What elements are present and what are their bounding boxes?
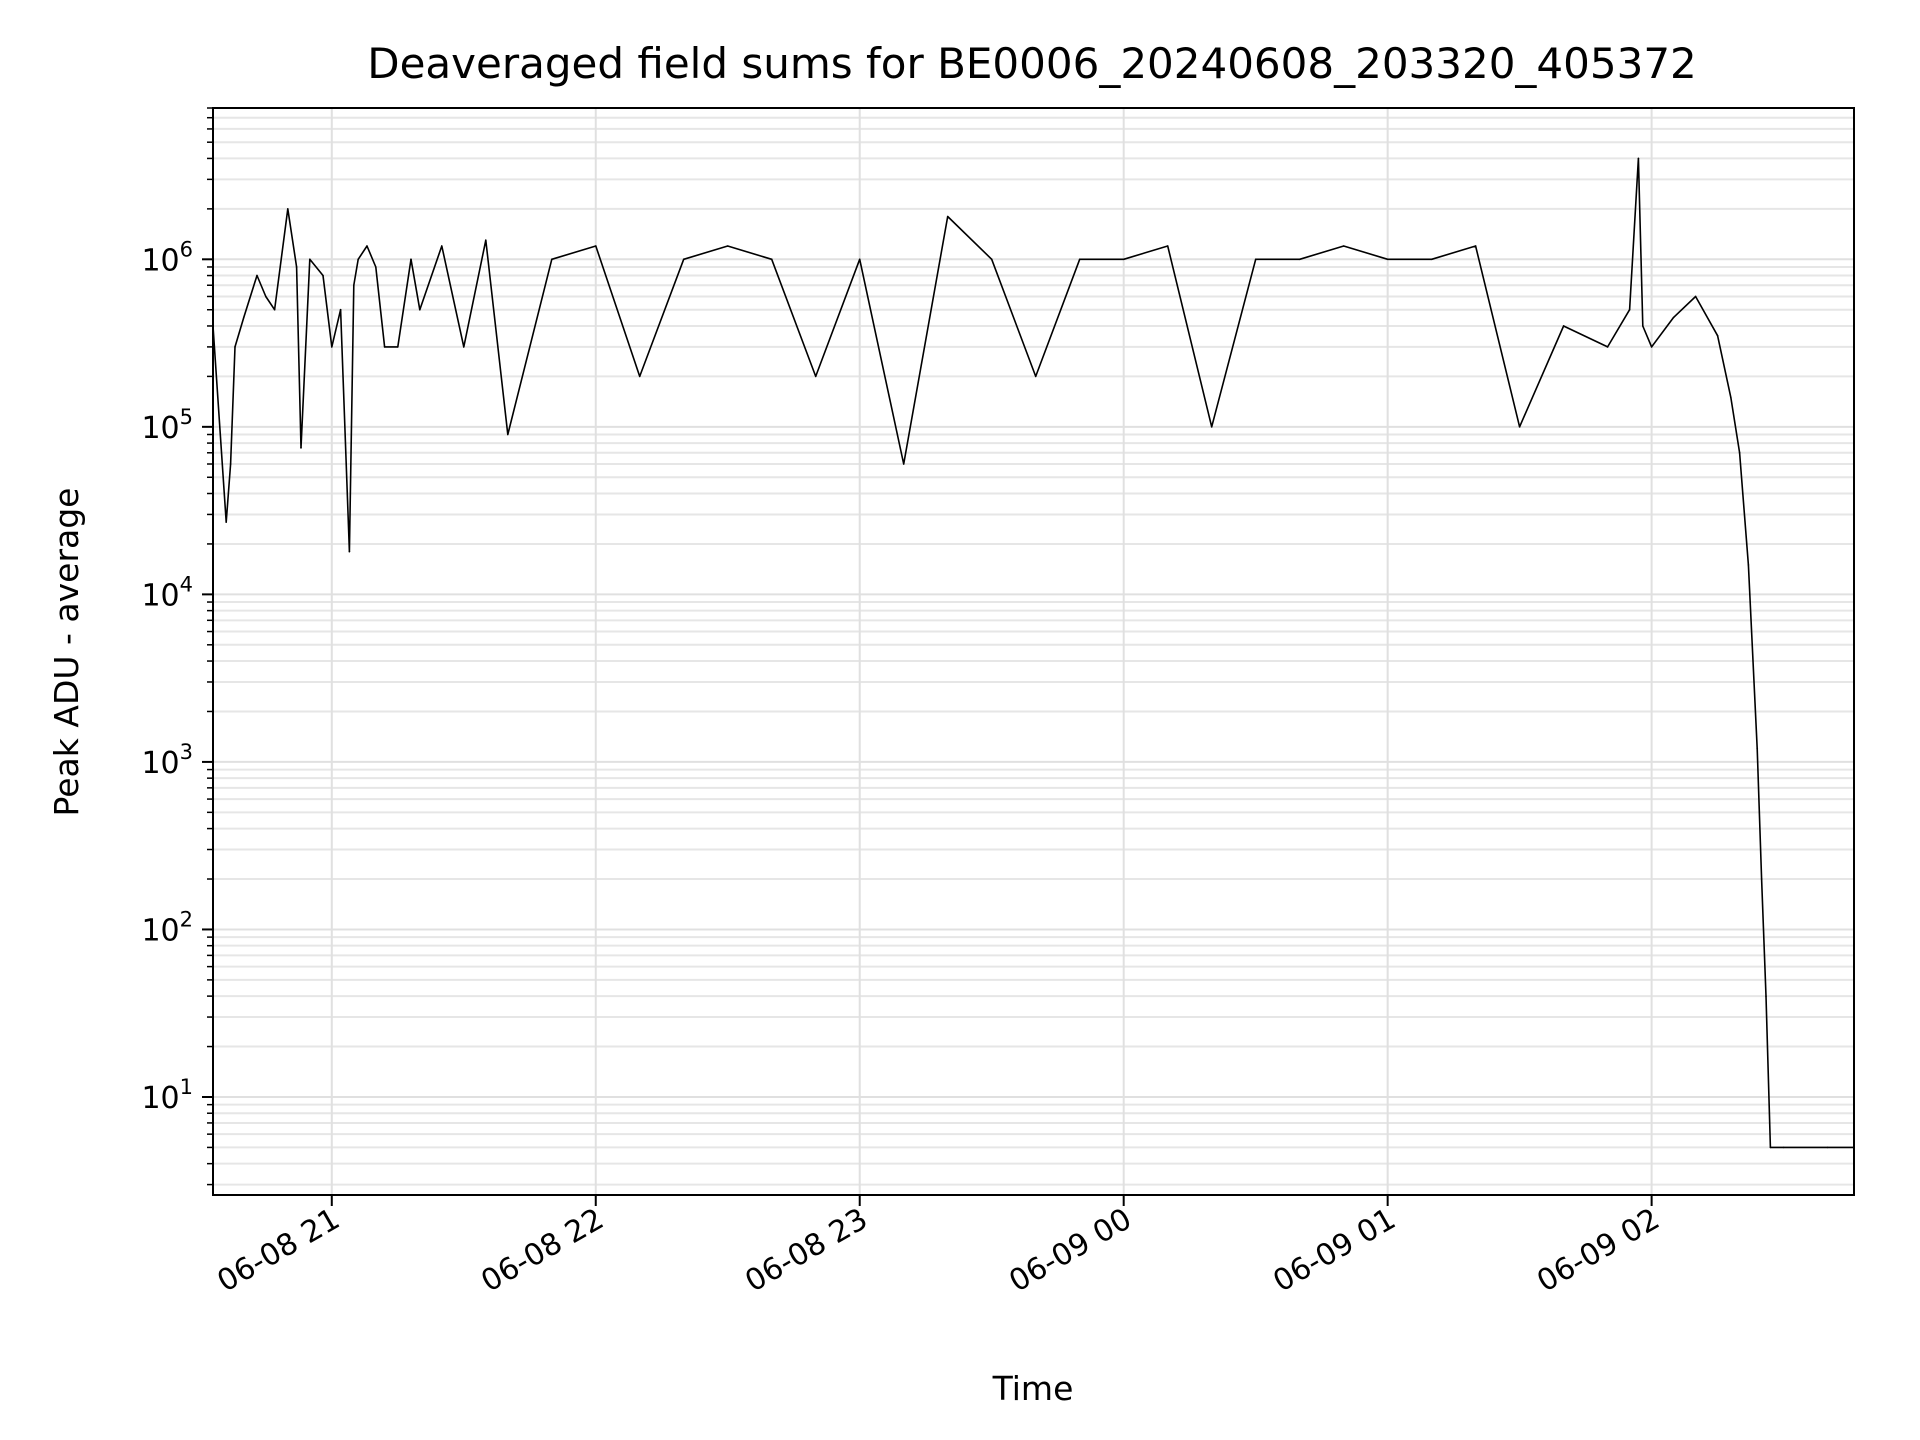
series-line bbox=[212, 157, 1854, 1149]
data-point bbox=[264, 295, 267, 298]
y-tick-label: 106 bbox=[141, 237, 193, 278]
data-point bbox=[1518, 426, 1521, 428]
data-point bbox=[225, 521, 227, 523]
data-point bbox=[990, 258, 993, 261]
data-point bbox=[682, 258, 685, 261]
data-point bbox=[550, 258, 553, 261]
data-point bbox=[1034, 375, 1037, 378]
data-point bbox=[462, 346, 465, 348]
data-point bbox=[770, 258, 773, 261]
y-tick-label: 105 bbox=[141, 405, 193, 446]
data-point bbox=[1826, 1146, 1829, 1149]
data-point bbox=[308, 258, 311, 261]
data-point bbox=[322, 274, 324, 277]
data-point bbox=[348, 550, 351, 553]
data-point bbox=[339, 308, 342, 311]
data-point bbox=[229, 463, 232, 465]
data-point bbox=[1756, 747, 1759, 750]
data-point bbox=[594, 245, 597, 247]
data-point bbox=[357, 258, 359, 261]
data-point bbox=[1765, 995, 1767, 997]
data-point bbox=[256, 274, 258, 277]
data-point bbox=[506, 433, 509, 436]
data-point bbox=[1730, 396, 1732, 399]
data-point bbox=[1166, 245, 1169, 247]
y-tick-label: 103 bbox=[141, 740, 193, 781]
data-point bbox=[1386, 258, 1389, 261]
y-tick-label: 102 bbox=[141, 907, 193, 948]
data-point bbox=[858, 258, 861, 261]
data-point bbox=[1078, 258, 1081, 261]
y-axis: 101 102 103 104 105 106 bbox=[141, 107, 213, 1186]
data-point bbox=[330, 346, 333, 348]
data-point bbox=[440, 245, 443, 247]
data-point bbox=[366, 245, 368, 247]
y-axis-label: Peak ADU - average bbox=[47, 488, 86, 817]
data-point bbox=[273, 308, 276, 311]
chart-title: Deaveraged field sums for BE0006_2024060… bbox=[367, 39, 1697, 88]
data-point bbox=[286, 208, 289, 210]
y-tick-label: 104 bbox=[141, 572, 193, 613]
data-point bbox=[410, 258, 412, 261]
data-point bbox=[1342, 245, 1345, 247]
data-point bbox=[1694, 295, 1697, 298]
data-point bbox=[1769, 1146, 1772, 1149]
data-point bbox=[484, 239, 487, 242]
data-point bbox=[1474, 245, 1477, 247]
data-point bbox=[1628, 308, 1631, 311]
data-point bbox=[374, 266, 377, 268]
data-point bbox=[295, 266, 298, 268]
data-point bbox=[352, 284, 355, 287]
data-point bbox=[1760, 878, 1763, 880]
data-point bbox=[1672, 316, 1675, 319]
data-point bbox=[1738, 451, 1741, 454]
data-point bbox=[1122, 258, 1125, 261]
data-point bbox=[418, 308, 421, 311]
grid bbox=[213, 107, 1854, 1195]
y-tick-label: 101 bbox=[141, 1075, 193, 1116]
data-point bbox=[1606, 346, 1609, 348]
data-point bbox=[902, 463, 905, 465]
data-point bbox=[814, 375, 817, 378]
data-point bbox=[946, 215, 949, 218]
data-point bbox=[1716, 334, 1719, 337]
x-axis-label: Time bbox=[992, 1369, 1074, 1408]
data-point bbox=[1650, 346, 1653, 348]
data-point bbox=[1642, 325, 1644, 327]
data-point bbox=[242, 316, 245, 319]
series-layer bbox=[212, 157, 1855, 1149]
data-point bbox=[396, 346, 399, 348]
data-point bbox=[1298, 258, 1301, 261]
data-point bbox=[1782, 1146, 1785, 1149]
data-point bbox=[1430, 258, 1433, 261]
data-point bbox=[1254, 258, 1257, 261]
data-point bbox=[726, 245, 729, 247]
plot-frame bbox=[212, 107, 1855, 1196]
data-point bbox=[638, 375, 641, 378]
data-point bbox=[1210, 426, 1213, 428]
data-point bbox=[300, 446, 302, 449]
data-point bbox=[1562, 325, 1565, 327]
data-point bbox=[234, 346, 236, 348]
data-point bbox=[383, 346, 386, 348]
data-point bbox=[1747, 564, 1750, 566]
data-point bbox=[1637, 157, 1640, 160]
